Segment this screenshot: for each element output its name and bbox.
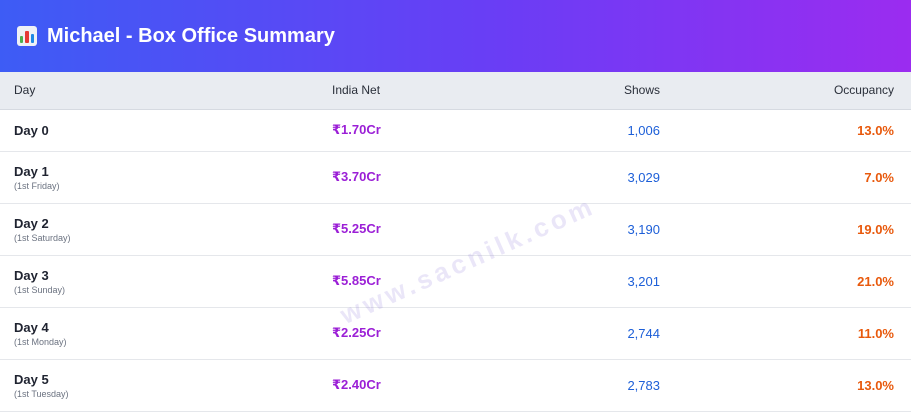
india-net-cell: ₹5.25Cr <box>311 203 503 255</box>
column-header-shows[interactable]: Shows <box>503 72 670 110</box>
day-cell: Day 2 (1st Saturday) <box>0 203 311 255</box>
page-title: Michael - Box Office Summary <box>47 24 335 47</box>
india-net-cell: ₹1.70Cr <box>311 109 503 151</box>
occupancy-value: 11.0% <box>857 325 894 341</box>
shows-cell: 2,744 <box>503 307 670 359</box>
occupancy-cell: 13.0% <box>670 109 911 151</box>
day-label: Day 2 <box>14 215 49 231</box>
occupancy-value: 13.0% <box>857 122 894 138</box>
shows-value: 3,201 <box>627 273 660 289</box>
occupancy-value: 13.0% <box>857 377 894 393</box>
bar-chart-icon <box>17 26 37 46</box>
day-cell: Day 5 (1st Tuesday) <box>0 359 311 411</box>
occupancy-cell: 7.0% <box>670 151 911 203</box>
shows-value: 1,006 <box>627 122 660 138</box>
shows-cell: 3,029 <box>503 151 670 203</box>
table-row: Day 0 ₹1.70Cr 1,006 13.0% <box>0 109 911 151</box>
india-net-value: ₹1.70Cr <box>332 122 381 137</box>
occupancy-value: 7.0% <box>864 169 894 185</box>
shows-value: 2,744 <box>627 325 660 341</box>
day-cell: Day 1 (1st Friday) <box>0 151 311 203</box>
column-header-day[interactable]: Day <box>0 72 311 110</box>
day-label: Day 0 <box>14 122 49 138</box>
india-net-cell: ₹3.70Cr <box>311 151 503 203</box>
india-net-value: ₹3.70Cr <box>332 169 381 184</box>
table-row: Day 5 (1st Tuesday) ₹2.40Cr 2,783 13.0% <box>0 359 911 411</box>
page-header: Michael - Box Office Summary <box>0 0 911 72</box>
shows-value: 2,783 <box>627 377 660 393</box>
day-cell: Day 0 <box>0 109 311 151</box>
occupancy-cell: 13.0% <box>670 359 911 411</box>
day-subtitle: (1st Friday) <box>14 180 60 191</box>
column-header-occupancy[interactable]: Occupancy <box>670 72 911 110</box>
occupancy-cell: 21.0% <box>670 255 911 307</box>
day-cell: Day 3 (1st Sunday) <box>0 255 311 307</box>
india-net-cell: ₹5.85Cr <box>311 255 503 307</box>
column-header-india-net[interactable]: India Net <box>311 72 503 110</box>
shows-cell: 1,006 <box>503 109 670 151</box>
shows-cell: 3,190 <box>503 203 670 255</box>
day-cell: Day 4 (1st Monday) <box>0 307 311 359</box>
india-net-value: ₹2.25Cr <box>332 325 381 340</box>
occupancy-value: 19.0% <box>857 221 894 237</box>
day-label: Day 5 <box>14 371 49 387</box>
shows-cell: 3,201 <box>503 255 670 307</box>
occupancy-cell: 19.0% <box>670 203 911 255</box>
india-net-value: ₹5.85Cr <box>332 273 381 288</box>
india-net-value: ₹2.40Cr <box>332 377 381 392</box>
day-subtitle: (1st Monday) <box>14 336 67 347</box>
box-office-table: Day India Net Shows Occupancy Day 0 ₹1.7… <box>0 72 911 412</box>
india-net-cell: ₹2.25Cr <box>311 307 503 359</box>
table-header-row: Day India Net Shows Occupancy <box>0 72 911 110</box>
day-label: Day 1 <box>14 163 49 179</box>
table-row: Day 2 (1st Saturday) ₹5.25Cr 3,190 19.0% <box>0 203 911 255</box>
occupancy-value: 21.0% <box>857 273 894 289</box>
india-net-value: ₹5.25Cr <box>332 221 381 236</box>
shows-cell: 2,783 <box>503 359 670 411</box>
india-net-cell: ₹2.40Cr <box>311 359 503 411</box>
day-subtitle: (1st Tuesday) <box>14 388 69 399</box>
table-row: Day 1 (1st Friday) ₹3.70Cr 3,029 7.0% <box>0 151 911 203</box>
occupancy-cell: 11.0% <box>670 307 911 359</box>
day-subtitle: (1st Saturday) <box>14 232 71 243</box>
table-row: Day 4 (1st Monday) ₹2.25Cr 2,744 11.0% <box>0 307 911 359</box>
day-label: Day 3 <box>14 267 49 283</box>
shows-value: 3,190 <box>627 221 660 237</box>
day-label: Day 4 <box>14 319 49 335</box>
shows-value: 3,029 <box>627 169 660 185</box>
day-subtitle: (1st Sunday) <box>14 284 66 295</box>
table-row: Day 3 (1st Sunday) ₹5.85Cr 3,201 21.0% <box>0 255 911 307</box>
